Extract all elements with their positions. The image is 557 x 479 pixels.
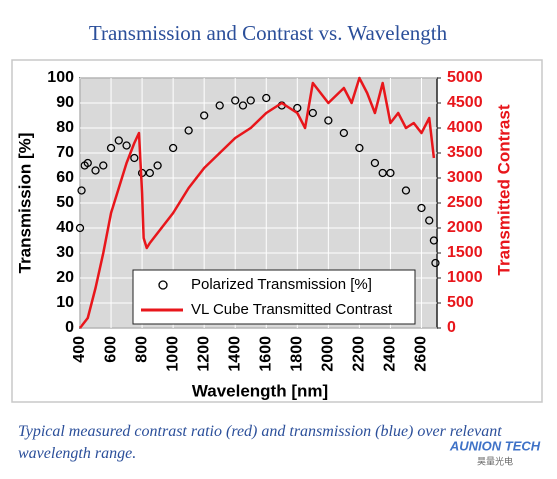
x-tick-label: 400 — [71, 336, 88, 363]
data-point — [215, 101, 224, 110]
data-line — [79, 76, 436, 329]
y-tick-label: 20 — [56, 269, 74, 286]
data-point — [355, 143, 364, 153]
logo: AUNION TECH — [449, 438, 541, 453]
y2-tick-label: 500 — [447, 294, 474, 311]
data-point — [153, 161, 162, 170]
x-tick-label: 1200 — [195, 336, 212, 372]
logo-subtitle: 昊量光电 — [477, 455, 513, 466]
data-point — [425, 216, 434, 225]
y2-tick-label: 2000 — [447, 219, 483, 236]
data-point — [130, 153, 139, 163]
data-point — [231, 96, 240, 105]
y2-tick-label: 3000 — [447, 169, 483, 186]
x-tick-label: 1000 — [164, 336, 181, 372]
data-point — [106, 143, 116, 153]
data-point — [122, 141, 131, 150]
chart-title: Transmission and Contrast vs. Wavelength — [89, 21, 448, 45]
data-point — [99, 161, 108, 170]
data-point — [114, 136, 123, 145]
y-tick-label: 100 — [47, 69, 74, 86]
data-point — [83, 158, 92, 168]
legend-label: VL Cube Transmitted Contrast — [191, 301, 393, 318]
data-point — [308, 108, 317, 118]
y-tick-label: 90 — [56, 94, 74, 111]
y2-tick-label: 3500 — [447, 144, 483, 161]
x-tick-label: 1400 — [226, 336, 243, 372]
y2-tick-label: 0 — [447, 319, 456, 336]
x-tick-label: 800 — [133, 336, 150, 363]
y-tick-label: 50 — [56, 194, 74, 211]
y2-tick-label: 4000 — [447, 119, 483, 136]
data-point — [262, 93, 271, 103]
legend-marker — [158, 280, 168, 290]
data-point — [168, 143, 178, 153]
data-point — [91, 166, 100, 175]
y2-tick-label: 4500 — [447, 94, 483, 111]
chart-frame — [11, 59, 543, 403]
data-point — [324, 116, 333, 125]
y-axis-title: Transmission [%] — [15, 133, 34, 274]
x-tick-label: 1800 — [289, 336, 306, 372]
data-point — [145, 168, 154, 178]
y-tick-label: 80 — [56, 119, 74, 136]
x-tick-label: 2600 — [413, 336, 430, 372]
data-point — [184, 126, 193, 135]
data-point — [200, 111, 209, 120]
y-tick-label: 10 — [56, 294, 74, 311]
legend-label: Polarized Transmission [%] — [191, 276, 372, 293]
x-tick-label: 2200 — [351, 336, 368, 372]
data-point — [386, 168, 395, 178]
data-point — [401, 186, 411, 195]
x-tick-label: 1600 — [257, 336, 274, 372]
y2-tick-label: 5000 — [447, 69, 483, 86]
legend-box — [132, 269, 416, 325]
x-tick-label: 2400 — [382, 336, 399, 372]
data-point — [431, 258, 440, 268]
data-point — [75, 223, 85, 233]
x-tick-label: 2000 — [320, 336, 337, 372]
y2-axis-title: Transmitted Contrast — [494, 104, 513, 275]
data-point — [246, 96, 255, 105]
x-axis-title: Wavelength [nm] — [192, 381, 328, 400]
data-point — [77, 186, 86, 195]
y-tick-label: 40 — [56, 219, 74, 236]
data-point — [429, 236, 439, 245]
data-point — [417, 203, 426, 213]
y2-tick-label: 1000 — [447, 269, 483, 286]
x-tick-label: 600 — [102, 336, 119, 363]
y-tick-label: 0 — [65, 319, 74, 336]
y-tick-label: 70 — [56, 144, 74, 161]
y2-tick-label: 1500 — [447, 244, 483, 261]
y-tick-label: 30 — [56, 244, 74, 261]
data-point — [370, 158, 380, 168]
data-point — [293, 103, 302, 113]
data-point — [378, 168, 387, 178]
caption: Typical measured contrast ratio (red) an… — [18, 423, 502, 462]
data-point — [238, 101, 248, 110]
data-point — [339, 128, 349, 138]
y2-tick-label: 2500 — [447, 194, 483, 211]
y-tick-label: 60 — [56, 169, 74, 186]
